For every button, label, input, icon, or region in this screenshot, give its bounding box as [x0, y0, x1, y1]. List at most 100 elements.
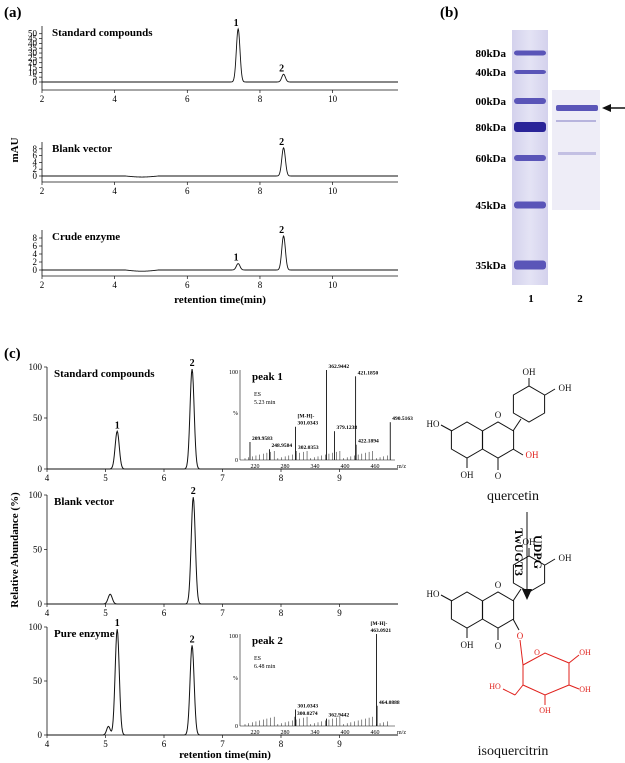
x-tick-label: 4: [112, 186, 117, 196]
panel-c-label: (c): [4, 346, 21, 362]
sugar-oh-label: OH: [579, 648, 591, 657]
sugar-oh-label: OH: [579, 685, 591, 694]
subplot-title: Crude enzyme: [52, 231, 120, 243]
y-tick-label: 40: [28, 38, 38, 48]
carbonyl-o-label: O: [495, 471, 502, 481]
peak-label: 1: [234, 18, 239, 29]
mz-label-line: 362.9442: [328, 364, 349, 370]
chromatogram-trace: [42, 235, 398, 272]
y-tick-label: 0: [38, 730, 43, 740]
y-tick-label: 2: [33, 257, 38, 267]
x-tick-label: 10: [328, 186, 338, 196]
y-tick-label: 2: [33, 164, 38, 174]
inset-x-unit: m/z: [397, 730, 406, 736]
subplot-title: Standard compounds: [54, 368, 155, 380]
x-tick-label: 6: [185, 186, 190, 196]
y-tick-label: 5: [33, 72, 38, 82]
marker-band: [514, 122, 546, 132]
x-tick-label: 6: [185, 280, 190, 290]
x-tick-label: 5: [103, 473, 108, 483]
marker-label: 35kDa: [475, 260, 506, 272]
peak-label: 1: [115, 618, 120, 629]
x-tick-label: 10: [328, 94, 338, 104]
y-tick-label: 0: [33, 265, 38, 275]
peak-label: 1: [115, 420, 120, 431]
oh-label: OH: [461, 640, 474, 650]
oh-label: OH: [523, 537, 536, 547]
carbonyl-o-label: O: [495, 641, 502, 651]
inset-x-unit: m/z: [397, 464, 406, 470]
y-tick-label: 6: [33, 151, 38, 161]
y-tick-label: 0: [33, 77, 38, 87]
mz-label-line: 209.9583: [252, 436, 273, 442]
ho-label: HO: [427, 419, 440, 429]
inset-x-tick-label: 280: [281, 464, 290, 470]
x-tick-label: 2: [40, 94, 45, 104]
mz-label: 362.9442: [328, 364, 349, 370]
arrow-head: [602, 104, 611, 112]
y-tick-label: 0: [33, 171, 38, 181]
inset-ion: ES: [254, 656, 261, 662]
mz-label: 464.0888: [379, 700, 400, 706]
y-tick-label: 6: [33, 241, 38, 251]
enzyme-label: TwUGT3: [512, 528, 526, 576]
inset-y-bottom: 0: [235, 458, 238, 464]
oh4p-bond: [544, 558, 556, 566]
marker-label: 00kDa: [475, 96, 506, 108]
mz-label: 209.9583: [252, 436, 273, 442]
marker-label: 80kDa: [475, 48, 506, 60]
subplot-title: Blank vector: [54, 496, 114, 508]
inset-x-tick-label: 280: [281, 730, 290, 736]
inset-ion: ES: [254, 392, 261, 398]
mz-label: 422.1894: [358, 439, 379, 445]
y-tick-label: 50: [33, 413, 43, 423]
oh4p-bond: [544, 388, 556, 396]
chromatogram-trace: [47, 629, 398, 736]
oh-label: OH: [559, 553, 572, 563]
ch2oh-bond: [502, 688, 516, 696]
mz-label: 379.1238: [337, 425, 358, 431]
ho-label: HO: [427, 589, 440, 599]
marker-band: [514, 201, 546, 209]
oh-bond: [568, 654, 580, 664]
y-tick-label: 35: [28, 43, 38, 53]
y-tick-label: 30: [28, 48, 38, 58]
subplot-title: Standard compounds: [52, 27, 153, 39]
oh-label: OH: [559, 383, 572, 393]
x-tick-label: 2: [40, 280, 45, 290]
panel-c-subplot: Standard compounds 0 50 100 4 5 6 7 8 9 1 2: [29, 358, 398, 483]
marker-label: 45kDa: [475, 200, 506, 212]
mz-label-line: [M-H]-: [371, 621, 388, 627]
subplot-title: Blank vector: [52, 143, 112, 155]
inset-x-tick-label: 400: [341, 730, 350, 736]
cofactor-label: UDPG: [531, 535, 545, 569]
b-ring: [512, 385, 546, 423]
y-tick-label: 45: [28, 34, 38, 44]
x-tick-label: 6: [185, 94, 190, 104]
inset-title: peak 1: [252, 371, 283, 383]
x-tick-label: 8: [279, 473, 284, 483]
x-axis-label: retention time(min): [179, 749, 271, 761]
mz-label: 301.0343: [298, 703, 319, 709]
inset-y-mid: %: [233, 411, 238, 417]
panel-b: (b) 80kDa 40kDa 00kDa 80kDa 60kDa 45kDa 35kDa 1 2: [440, 5, 625, 305]
peak-label: 2: [279, 63, 284, 74]
mz-label-line: 302.0353: [298, 445, 319, 451]
sugar-oh-label: OH: [539, 706, 551, 715]
y-tick-label: 100: [29, 622, 43, 632]
a-ring: [450, 421, 484, 459]
inset-x-tick-label: 340: [311, 730, 320, 736]
marker-label: 80kDa: [475, 122, 506, 134]
chromatogram-trace: [47, 368, 398, 470]
inset-time: 6.48 min: [254, 664, 275, 670]
x-tick-label: 4: [45, 739, 50, 749]
y-tick-label: 25: [28, 53, 38, 63]
ho7-bond: [440, 424, 453, 432]
mz-label: 490.5163: [392, 416, 413, 422]
c-b-bond: [512, 588, 522, 602]
c-ring: [481, 421, 515, 459]
a-ring: [450, 591, 484, 629]
y-tick-label: 50: [33, 545, 43, 555]
